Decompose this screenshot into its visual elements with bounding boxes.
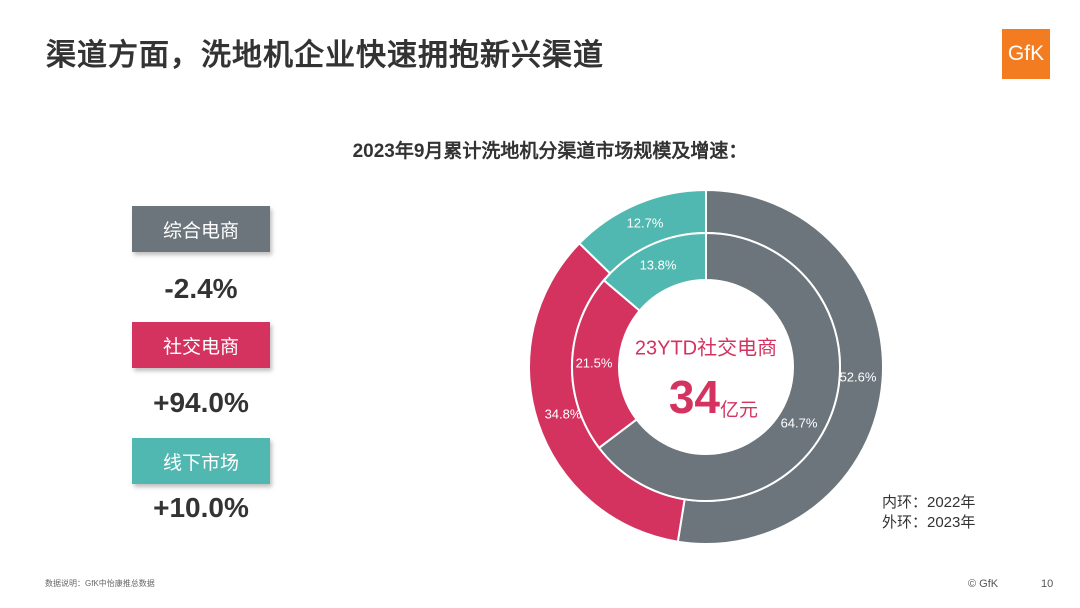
channel-box-offline: 线下市场 (132, 438, 270, 484)
page-title: 渠道方面，洗地机企业快速拥抱新兴渠道 (46, 39, 604, 72)
gfk-logo: GfK (1002, 29, 1050, 79)
center-unit: 亿元 (720, 399, 758, 421)
donut-outer-label-0: 52.6% (840, 369, 877, 384)
donut-inner-label-2: 13.8% (640, 257, 677, 272)
copyright: © GfK (968, 578, 999, 590)
footnote: 数据说明：GfK中怡康推总数据 (45, 579, 155, 588)
channel-box-ecommerce: 综合电商 (132, 206, 270, 252)
donut-inner-slice-2 (602, 231, 707, 313)
donut-inner-label-1: 21.5% (576, 355, 613, 370)
donut-inner-slice-0 (597, 231, 841, 502)
page-number: 10 (1041, 578, 1054, 590)
donut-inner-label-0: 64.7% (781, 415, 818, 430)
center-label: 23YTD社交电商 (635, 336, 777, 359)
center-value: 34 (669, 371, 721, 423)
donut-outer-label-1: 34.8% (545, 406, 582, 421)
channel-box-social: 社交电商 (132, 322, 270, 368)
donut-outer-label-2: 12.7% (627, 215, 664, 230)
growth-ecommerce: -2.4% (164, 273, 238, 304)
ring-legend-outer: 外环：2023年 (882, 514, 976, 531)
chart-title: 2023年9月累计洗地机分渠道市场规模及增速： (352, 141, 748, 162)
ring-legend-inner: 内环：2022年 (882, 494, 976, 511)
ring-legend: 内环：2022年 外环：2023年 (882, 493, 975, 533)
growth-social: +94.0% (153, 387, 249, 418)
growth-offline: +10.0% (153, 492, 249, 523)
